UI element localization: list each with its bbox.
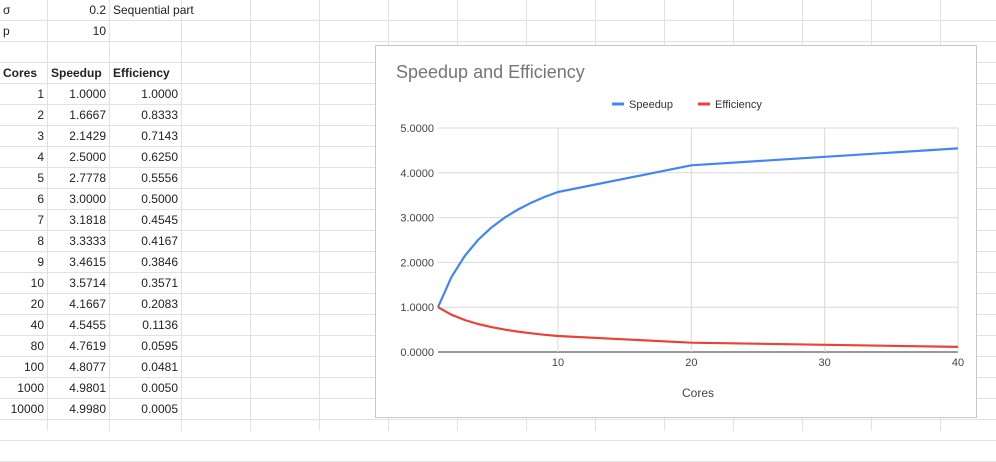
table-cell[interactable]: 0.6250 [110, 147, 182, 168]
table-cell[interactable]: 1.6667 [48, 105, 110, 126]
table-cell[interactable]: 4 [0, 147, 48, 168]
table-cell[interactable]: 6 [0, 189, 48, 210]
param-label[interactable]: σ [0, 0, 48, 21]
table-cell[interactable]: 4.8077 [48, 357, 110, 378]
param-value[interactable]: 0.2 [48, 0, 110, 21]
y-tick-label: 4.0000 [400, 168, 434, 180]
table-cell[interactable]: 7 [0, 210, 48, 231]
table-cell[interactable]: 1.0000 [110, 84, 182, 105]
table-cell[interactable]: 9 [0, 252, 48, 273]
x-tick-label: 10 [552, 357, 564, 369]
table-cell[interactable]: 3.0000 [48, 189, 110, 210]
table-cell[interactable]: 3 [0, 126, 48, 147]
table-cell[interactable]: 1000 [0, 378, 48, 399]
table-cell[interactable]: 3.4615 [48, 252, 110, 273]
param-note[interactable]: Sequential part [110, 0, 230, 21]
table-header[interactable]: Cores [0, 63, 48, 84]
table-cell[interactable]: 2.5000 [48, 147, 110, 168]
table-cell[interactable]: 0.8333 [110, 105, 182, 126]
table-header[interactable]: Speedup [48, 63, 110, 84]
y-tick-label: 2.0000 [400, 257, 434, 269]
legend-label-efficiency: Efficiency [715, 99, 762, 111]
legend-label-speedup: Speedup [629, 99, 673, 111]
row-divider [0, 440, 996, 441]
param-label[interactable]: p [0, 21, 48, 42]
table-cell[interactable]: 8 [0, 231, 48, 252]
table-cell[interactable]: 0.0481 [110, 357, 182, 378]
table-cell[interactable]: 0.0050 [110, 378, 182, 399]
table-cell[interactable]: 0.3571 [110, 273, 182, 294]
table-cell[interactable]: 2 [0, 105, 48, 126]
table-cell[interactable]: 20 [0, 294, 48, 315]
table-cell[interactable]: 0.4545 [110, 210, 182, 231]
table-cell[interactable]: 4.5455 [48, 315, 110, 336]
table-cell[interactable]: 4.7619 [48, 336, 110, 357]
chart-title: Speedup and Efficiency [396, 62, 585, 82]
table-cell[interactable]: 10000 [0, 399, 48, 420]
table-cell[interactable]: 4.9801 [48, 378, 110, 399]
table-cell[interactable]: 1.0000 [48, 84, 110, 105]
row-divider [0, 419, 996, 420]
table-cell[interactable]: 0.0005 [110, 399, 182, 420]
table-cell[interactable]: 0.4167 [110, 231, 182, 252]
table-cell[interactable]: 80 [0, 336, 48, 357]
chart-panel[interactable]: Speedup and Efficiency 0.0000 1.0000 2.000… [375, 45, 977, 418]
series-line-speedup [436, 147, 959, 308]
table-cell[interactable]: 0.3846 [110, 252, 182, 273]
x-tick-label: 20 [685, 357, 697, 369]
x-tick-label: 30 [819, 357, 831, 369]
x-tick-label: 40 [952, 357, 964, 369]
param-value[interactable]: 10 [48, 21, 110, 42]
y-tick-label: 0.0000 [400, 347, 434, 359]
column-divider [319, 0, 320, 431]
x-axis-label: Cores [682, 386, 714, 400]
chart-canvas: 0.0000 1.0000 2.0000 3.0000 4.0000 5.0000 10 20… [400, 99, 964, 400]
table-cell[interactable]: 0.0595 [110, 336, 182, 357]
table-header[interactable]: Efficiency [110, 63, 182, 84]
row-divider [0, 41, 996, 42]
table-cell[interactable]: 0.1136 [110, 315, 182, 336]
table-cell[interactable]: 40 [0, 315, 48, 336]
table-cell[interactable]: 3.3333 [48, 231, 110, 252]
row-divider [0, 20, 996, 21]
table-cell[interactable]: 5 [0, 168, 48, 189]
y-tick-label: 1.0000 [400, 302, 434, 314]
table-cell[interactable]: 1 [0, 84, 48, 105]
table-cell[interactable]: 0.5556 [110, 168, 182, 189]
table-cell[interactable]: 0.2083 [110, 294, 182, 315]
table-cell[interactable]: 0.5000 [110, 189, 182, 210]
table-cell[interactable]: 10 [0, 273, 48, 294]
table-cell[interactable]: 100 [0, 357, 48, 378]
y-tick-label: 3.0000 [400, 213, 434, 225]
table-cell[interactable]: 3.1818 [48, 210, 110, 231]
table-cell[interactable]: 3.5714 [48, 273, 110, 294]
y-tick-label: 5.0000 [400, 123, 434, 135]
table-cell[interactable]: 4.1667 [48, 294, 110, 315]
param-note[interactable] [110, 21, 230, 42]
column-divider [250, 0, 251, 431]
table-cell[interactable]: 0.7143 [110, 126, 182, 147]
series-line-efficiency [437, 306, 959, 348]
table-cell[interactable]: 2.7778 [48, 168, 110, 189]
table-cell[interactable]: 2.1429 [48, 126, 110, 147]
table-cell[interactable]: 4.9980 [48, 399, 110, 420]
